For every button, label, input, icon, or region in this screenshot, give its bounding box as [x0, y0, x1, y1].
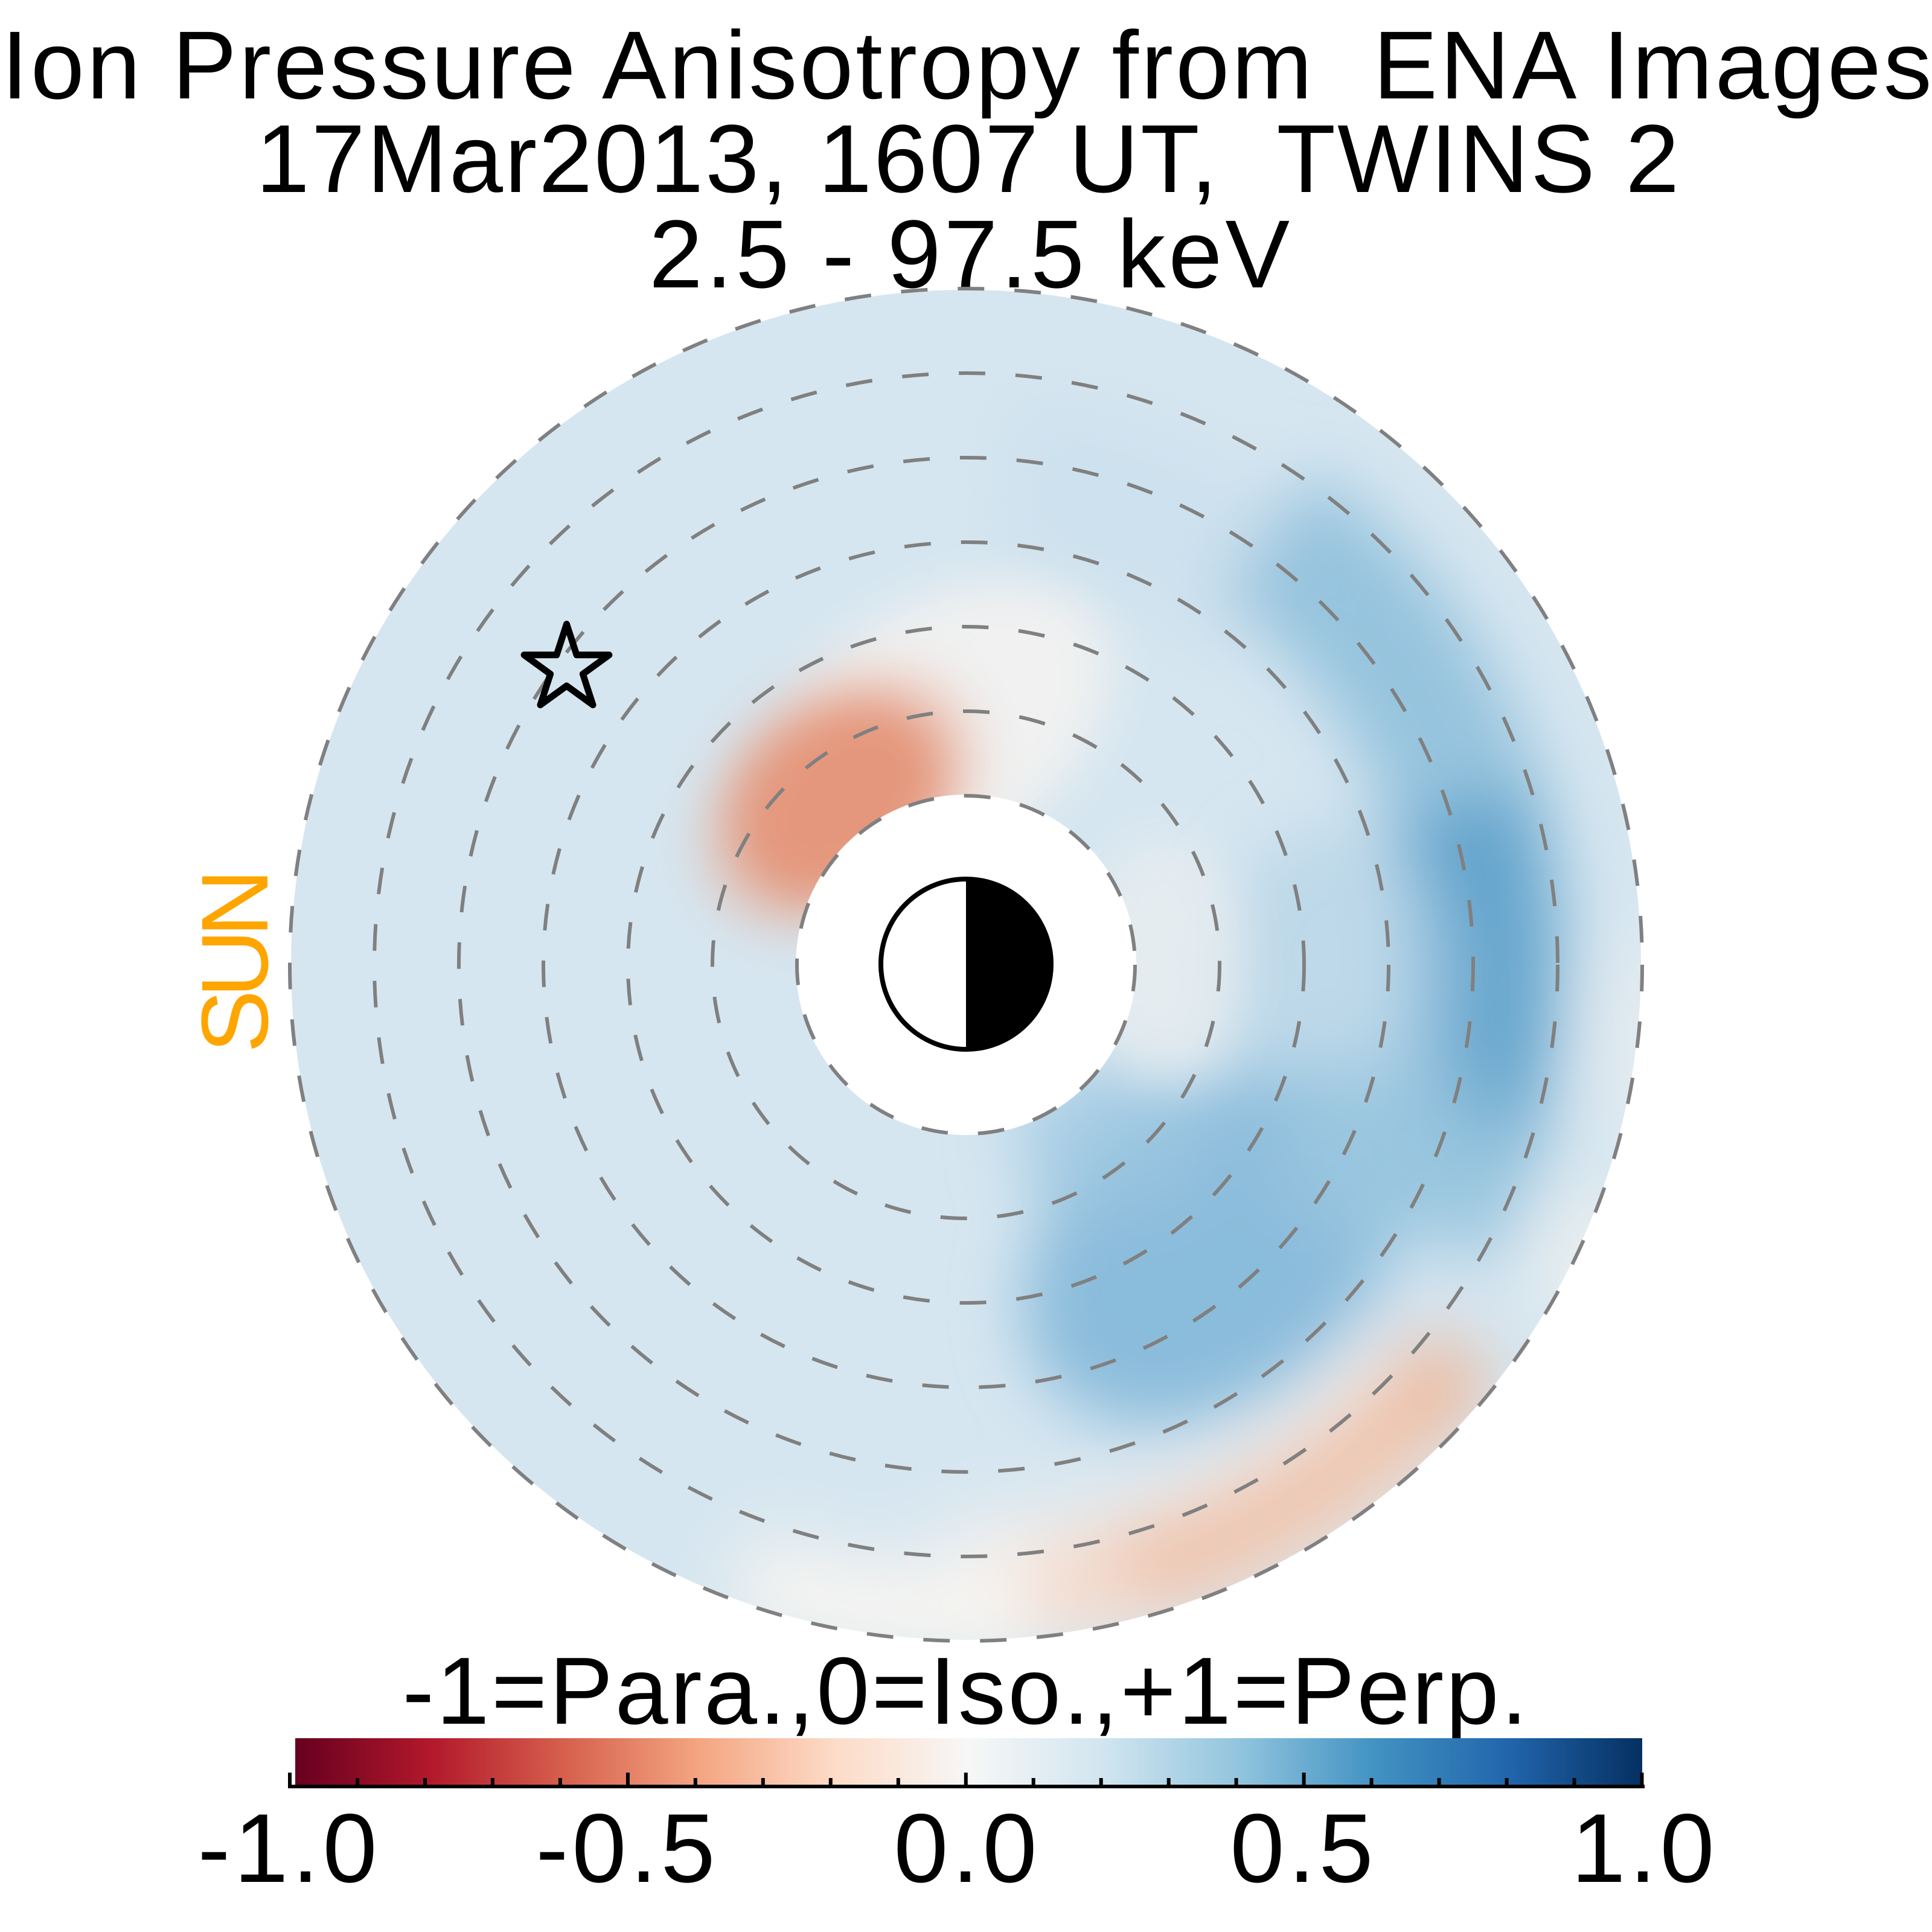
svg-text:1.0: 1.0 [1571, 1794, 1718, 1903]
svg-text:Ion Pressure Anisotropy from: Ion Pressure Anisotropy from ENA Images [1, 11, 1932, 119]
svg-text:17Mar2013, 1607 UT, TWINS 2: 17Mar2013, 1607 UT, TWINS 2 [256, 104, 1681, 213]
svg-text:SUN: SUN [182, 876, 288, 1053]
svg-text:-1.0: -1.0 [197, 1794, 380, 1903]
svg-text:0.0: 0.0 [894, 1794, 1040, 1903]
svg-text:0.5: 0.5 [1230, 1794, 1377, 1903]
svg-text:-1=Para.,0=Iso.,+1=Perp.: -1=Para.,0=Iso.,+1=Perp. [402, 1638, 1529, 1744]
svg-text:-0.5: -0.5 [536, 1794, 718, 1903]
